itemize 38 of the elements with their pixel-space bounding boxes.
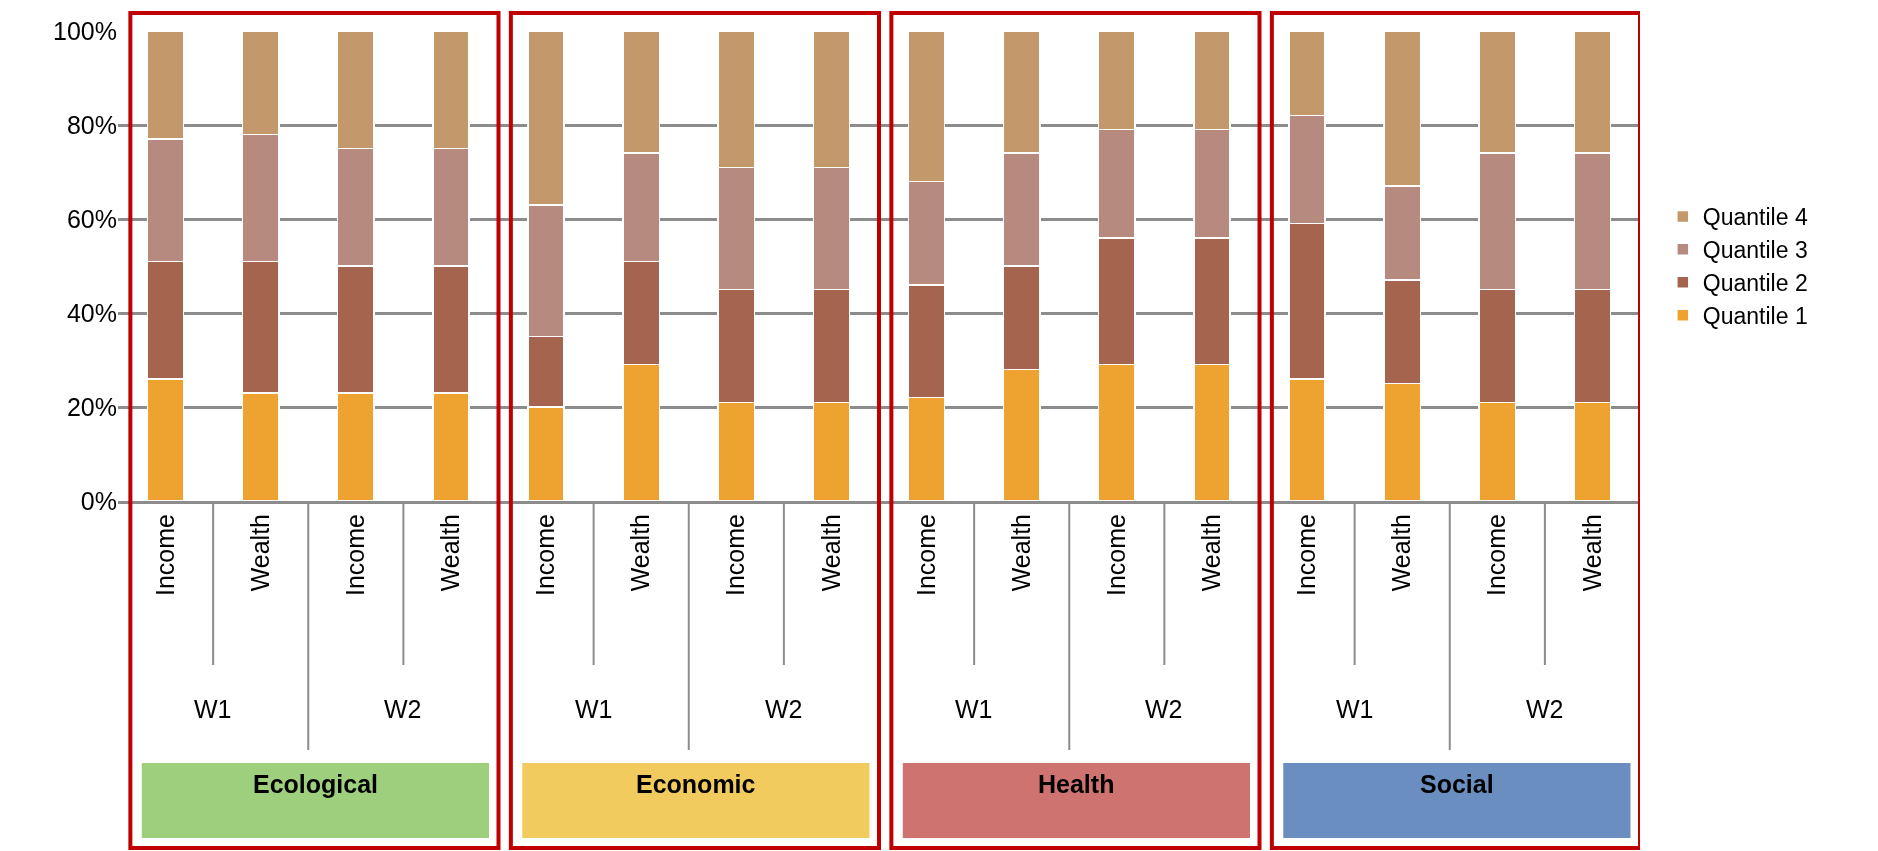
- text: W1: [955, 695, 993, 723]
- text: Ecological: [253, 770, 379, 798]
- y-tick-label: 60%: [66, 204, 117, 233]
- text: Health: [1038, 770, 1115, 798]
- text: Social: [1420, 770, 1494, 798]
- x-tick-label: Income: [150, 514, 179, 596]
- y-tick-label: 40%: [66, 298, 117, 327]
- legend-label: Quantile 3: [1702, 237, 1808, 264]
- text: W2: [765, 695, 803, 723]
- text: W2: [384, 695, 422, 723]
- legend-label: Quantile 1: [1702, 303, 1808, 330]
- text: W2: [1145, 695, 1183, 723]
- x-tick-label: Wealth: [626, 514, 655, 592]
- x-tick-label: Wealth: [1006, 514, 1035, 592]
- x-tick-label: Income: [1482, 514, 1511, 596]
- text: W1: [194, 695, 232, 723]
- y-tick-label: 20%: [66, 392, 117, 421]
- x-tick-label: Wealth: [436, 514, 465, 592]
- x-tick-label: Income: [340, 514, 369, 596]
- x-tick-label: Wealth: [816, 514, 845, 592]
- legend-label: Quantile 4: [1702, 204, 1808, 231]
- y-tick-label: 80%: [66, 110, 117, 139]
- x-tick-label: Wealth: [245, 514, 274, 592]
- x-tick-label: Income: [911, 514, 940, 596]
- legend-label: Quantile 2: [1702, 270, 1808, 297]
- text: W1: [1336, 695, 1374, 723]
- text: W2: [1526, 695, 1564, 723]
- x-tick-label: Income: [531, 514, 560, 596]
- x-tick-label: Income: [1292, 514, 1321, 596]
- x-tick-label: Income: [1101, 514, 1130, 596]
- y-tick-label: 100%: [53, 16, 117, 45]
- x-tick-label: Income: [721, 514, 750, 596]
- text: W1: [575, 695, 613, 723]
- x-tick-label: Wealth: [1387, 514, 1416, 592]
- y-tick-label: 0%: [80, 486, 117, 515]
- text: Economic: [636, 770, 756, 798]
- x-tick-label: Wealth: [1577, 514, 1606, 592]
- x-tick-label: Wealth: [1197, 514, 1226, 592]
